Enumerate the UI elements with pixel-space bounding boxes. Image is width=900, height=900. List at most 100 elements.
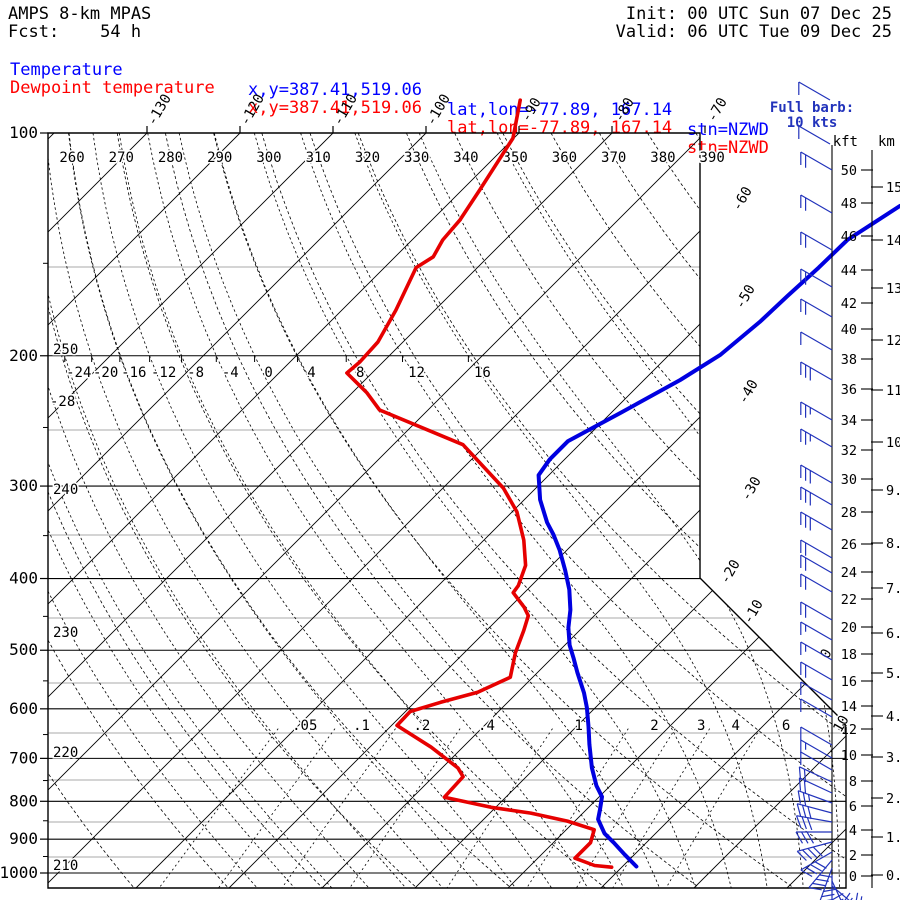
svg-text:700: 700: [9, 748, 38, 767]
svg-text:900: 900: [9, 829, 38, 848]
svg-text:380: 380: [650, 150, 675, 166]
svg-text:-8: -8: [187, 365, 204, 381]
svg-text:38: 38: [841, 352, 857, 368]
svg-text:6: 6: [849, 799, 857, 815]
svg-text:360: 360: [552, 150, 577, 166]
temperature-station: stn=NZWD: [687, 120, 769, 140]
svg-text:500: 500: [9, 640, 38, 659]
svg-text:400: 400: [9, 569, 38, 588]
svg-text:km: km: [878, 134, 895, 150]
svg-text:8: 8: [356, 365, 364, 381]
svg-text:370: 370: [601, 150, 626, 166]
svg-text:800: 800: [9, 791, 38, 810]
svg-text:24: 24: [841, 565, 857, 581]
svg-text:22: 22: [841, 592, 857, 608]
svg-text:2: 2: [650, 718, 658, 734]
svg-text:-60: -60: [729, 184, 756, 214]
dewpoint-xy: x,y=387.41,519.06: [248, 98, 422, 118]
svg-text:44: 44: [841, 263, 857, 279]
temperature-latlon: lat,lon=-77.89, 167.14: [447, 100, 673, 120]
svg-text:8.: 8.: [886, 536, 900, 552]
svg-text:Full barb:: Full barb:: [770, 100, 854, 116]
init-time: Init: 00 UTC Sun 07 Dec 25: [625, 4, 892, 24]
svg-text:14: 14: [841, 699, 857, 715]
pressure-axis: 100 200 300 400 500 600 700 800 900 1000: [0, 123, 48, 882]
svg-text:.1: .1: [353, 718, 370, 734]
model-title: AMPS 8-km MPAS: [8, 4, 152, 24]
svg-text:46: 46: [841, 229, 857, 245]
svg-text:34: 34: [841, 413, 857, 429]
svg-text:12: 12: [841, 722, 857, 738]
svg-text:2: 2: [849, 848, 857, 864]
moist-adiabat-labels: -24 -20 -16 -12 -8 -4 0 4 8 12 16 -28: [49, 356, 492, 412]
svg-text:16: 16: [474, 365, 491, 381]
svg-text:36: 36: [841, 382, 857, 398]
isotherms: [48, 133, 846, 888]
svg-text:9.: 9.: [886, 483, 900, 499]
svg-text:5.: 5.: [886, 666, 900, 682]
valid-time: Valid: 06 UTC Tue 09 Dec 25: [615, 22, 892, 42]
svg-text:-120: -120: [237, 91, 268, 128]
svg-text:26: 26: [841, 537, 857, 553]
svg-text:-100: -100: [423, 91, 454, 128]
svg-text:330: 330: [404, 150, 429, 166]
dry-adiabat-labels: 260 270 280 290 300 310 320 330 340 350 360 370 380 3…: [52, 149, 727, 876]
top-isotherm-labels: -130 -120 -110 -100 -90 -80 -70: [144, 91, 731, 133]
isobars: [48, 355, 846, 874]
svg-text:42: 42: [841, 296, 857, 312]
svg-text:1000: 1000: [0, 863, 38, 882]
svg-text:14.: 14.: [886, 233, 900, 249]
svg-text:4: 4: [849, 823, 857, 839]
svg-text:8: 8: [849, 774, 857, 790]
forecast-hour: Fcst: 54 h: [8, 22, 142, 42]
svg-text:13.: 13.: [886, 281, 900, 297]
svg-text:-130: -130: [144, 91, 175, 128]
svg-text:4: 4: [307, 365, 315, 381]
svg-text:-20: -20: [93, 365, 118, 381]
svg-text:40: 40: [841, 322, 857, 338]
svg-text:320: 320: [355, 150, 380, 166]
svg-text:-70: -70: [704, 95, 731, 125]
svg-text:-30: -30: [738, 474, 765, 504]
svg-text:12: 12: [408, 365, 425, 381]
svg-text:310: 310: [306, 150, 331, 166]
svg-text:6.: 6.: [886, 626, 900, 642]
svg-text:-16: -16: [121, 365, 146, 381]
svg-text:300: 300: [9, 476, 38, 495]
svg-text:-20: -20: [717, 557, 744, 587]
svg-text:-40: -40: [735, 377, 762, 407]
svg-text:200: 200: [9, 346, 38, 365]
svg-text:0: 0: [264, 365, 272, 381]
svg-text:350: 350: [503, 150, 528, 166]
svg-text:.05: .05: [292, 718, 317, 734]
dewpoint-station: stn=NZWD: [687, 138, 769, 158]
svg-text:4: 4: [731, 718, 739, 734]
temperature-legend-label: Temperature: [10, 60, 123, 80]
svg-text:.2: .2: [413, 718, 430, 734]
svg-text:270: 270: [109, 150, 134, 166]
svg-text:390: 390: [700, 150, 725, 166]
svg-text:.4: .4: [478, 718, 495, 734]
svg-text:280: 280: [158, 150, 183, 166]
svg-text:210: 210: [53, 858, 78, 874]
moist-adiabats: [48, 133, 840, 888]
dry-adiabats: [48, 133, 846, 888]
svg-text:-12: -12: [151, 365, 176, 381]
svg-text:-80: -80: [611, 95, 638, 125]
svg-text:3: 3: [697, 718, 705, 734]
svg-text:10.: 10.: [886, 435, 900, 451]
svg-text:-4: -4: [222, 365, 239, 381]
svg-text:4.: 4.: [886, 709, 900, 725]
mixing-ratio-labels: .05 .1 .2 .4 1 2 3 4 6: [291, 717, 792, 736]
svg-text:240: 240: [53, 482, 78, 498]
svg-text:48: 48: [841, 196, 857, 212]
temperature-trace: [536, 204, 900, 869]
svg-text:250: 250: [53, 342, 78, 358]
svg-text:1: 1: [575, 718, 583, 734]
svg-text:0: 0: [817, 646, 835, 661]
svg-text:kft: kft: [833, 134, 858, 150]
svg-text:3.: 3.: [886, 750, 900, 766]
temperature-legend-row: Temperature x,y=387.41,519.06 lat,lon=-7…: [0, 40, 900, 140]
svg-text:32: 32: [841, 443, 857, 459]
